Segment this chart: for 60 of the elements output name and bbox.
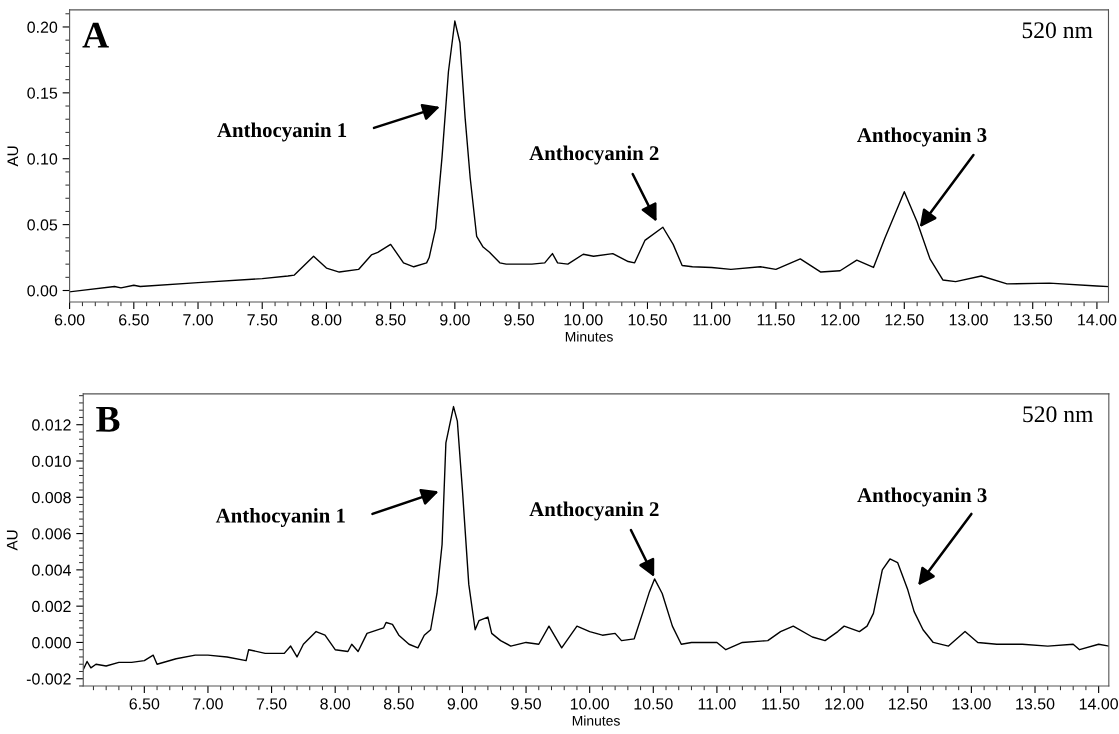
y-axis-title: AU xyxy=(6,530,18,551)
y-tick-label: 0.002 xyxy=(32,600,71,613)
x-tick-label: 6.50 xyxy=(119,314,149,326)
x-axis-title: Minutes xyxy=(572,715,620,726)
x-tick-label: 7.50 xyxy=(256,698,287,710)
x-tick-label: 12.00 xyxy=(821,314,860,326)
x-tick-label: 8.50 xyxy=(375,314,406,326)
x-tick-label: 11.50 xyxy=(762,698,800,710)
y-tick-label: 0.010 xyxy=(32,455,71,467)
y-tick-label: -0.002 xyxy=(26,673,71,685)
x-tick-label: 10.00 xyxy=(570,698,610,710)
annotation: B xyxy=(96,407,120,432)
y-tick-label: 0.004 xyxy=(32,564,71,576)
x-tick-label: 9.50 xyxy=(504,314,534,326)
annotation: Anthocyanin 1 xyxy=(217,122,347,142)
x-tick-label: 7.50 xyxy=(247,314,278,326)
annotation: Anthocyanin 3 xyxy=(857,487,987,507)
x-tick-label: 13.00 xyxy=(949,314,988,326)
y-axis-title: AU xyxy=(7,146,19,167)
x-tick-label: 12.50 xyxy=(885,314,924,326)
x-tick-label: 11.50 xyxy=(757,314,795,326)
x-tick-label: 6.50 xyxy=(129,698,160,710)
x-tick-label: 9.50 xyxy=(511,698,541,710)
x-tick-label: 8.00 xyxy=(311,314,342,326)
x-tick-label: 11.00 xyxy=(693,314,731,326)
x-tick-label: 7.00 xyxy=(183,314,213,326)
y-tick-label: 0.00 xyxy=(27,285,58,297)
annotation: Anthocyanin 3 xyxy=(857,127,987,147)
x-tick-label: 10.00 xyxy=(564,314,603,326)
y-tick-label: 0.05 xyxy=(27,219,58,231)
y-tick-label: 0.000 xyxy=(32,637,71,649)
x-tick-label: 13.50 xyxy=(1013,314,1053,326)
x-tick-label: 10.50 xyxy=(628,314,667,326)
y-tick-label: 0.10 xyxy=(27,153,58,165)
y-tick-label: 0.15 xyxy=(27,87,58,99)
y-tick-label: 0.006 xyxy=(32,528,71,540)
y-tick-label: 0.008 xyxy=(32,491,71,504)
annotation: Anthocyanin 2 xyxy=(529,145,659,165)
x-tick-label: 14.00 xyxy=(1079,698,1118,710)
x-tick-label: 8.50 xyxy=(383,698,414,710)
x-tick-label: 9.00 xyxy=(440,314,470,326)
x-axis-title: Minutes xyxy=(565,331,613,342)
y-tick-label: 0.012 xyxy=(32,419,71,431)
y-tick-label: 0.20 xyxy=(27,21,58,33)
x-tick-label: 9.00 xyxy=(447,698,478,710)
x-tick-label: 7.00 xyxy=(193,698,223,710)
x-tick-label: 13.50 xyxy=(1016,698,1055,710)
x-tick-label: 12.50 xyxy=(889,698,928,710)
x-tick-label: 13.00 xyxy=(952,698,991,710)
annotation: Anthocyanin 2 xyxy=(529,501,659,521)
annotation: Anthocyanin 1 xyxy=(215,507,345,527)
x-tick-label: 10.50 xyxy=(634,698,673,710)
annotation: A xyxy=(82,22,109,48)
x-tick-label: 14.00 xyxy=(1078,314,1117,326)
annotation: 520 nm xyxy=(1022,22,1093,39)
x-tick-label: 8.00 xyxy=(320,698,351,710)
x-tick-label: 6.00 xyxy=(54,314,85,326)
x-tick-label: 11.00 xyxy=(698,698,736,710)
x-tick-label: 12.00 xyxy=(825,698,864,710)
annotation: 520 nm xyxy=(1023,406,1094,423)
